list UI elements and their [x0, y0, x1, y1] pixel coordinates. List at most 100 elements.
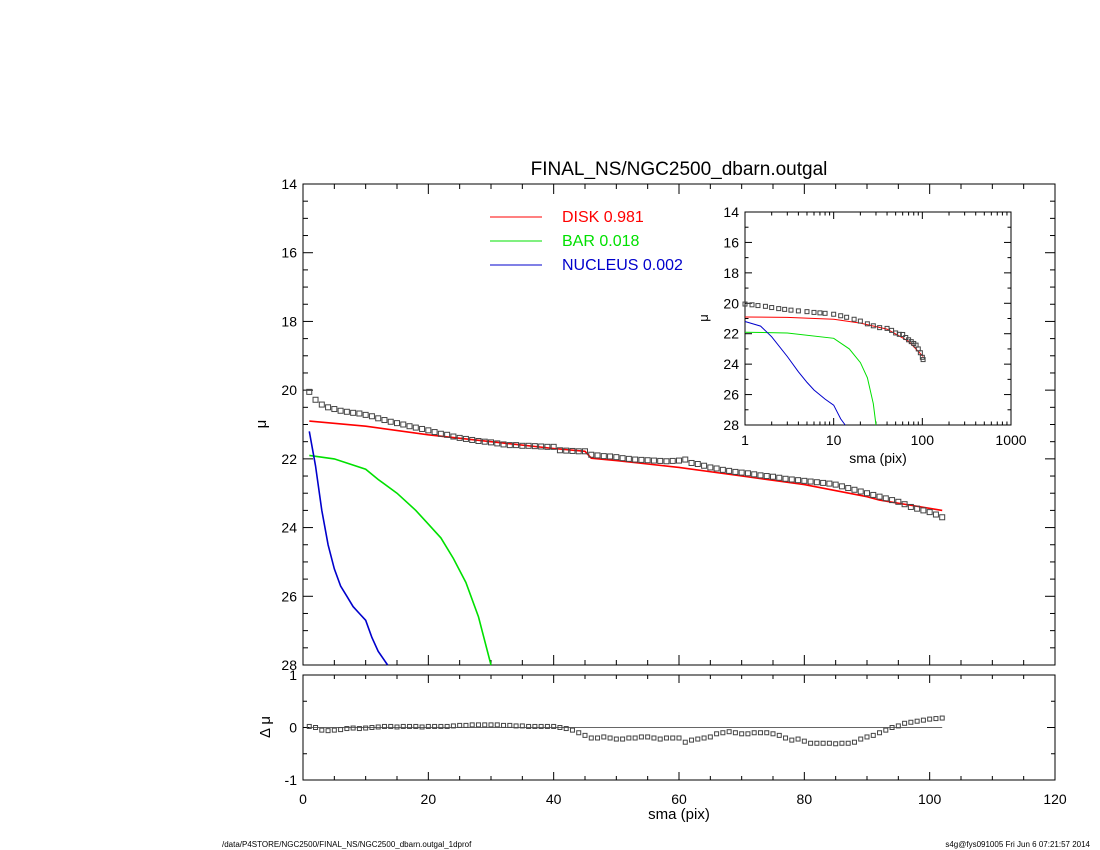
main-data-point	[544, 443, 551, 450]
residual-x-tick-label: 20	[421, 791, 437, 807]
main-data-point	[525, 442, 532, 449]
residual-residuals-point	[745, 731, 751, 737]
main-data-point	[801, 477, 808, 484]
main-data-point	[701, 462, 708, 469]
residual-residuals-point	[701, 735, 707, 741]
inset-data-point	[795, 308, 801, 314]
main-data-point	[400, 421, 407, 428]
main-data-point	[331, 406, 338, 413]
residual-y-tick-label: 1	[289, 667, 297, 683]
main-y-tick-label: 22	[281, 451, 297, 467]
main-data-point	[475, 437, 482, 444]
inset-y-tick-label: 14	[723, 204, 739, 220]
residual-residuals-point	[826, 740, 832, 746]
residual-x-tick-label: 0	[299, 791, 307, 807]
main-data-point	[889, 497, 896, 504]
inset-data-point	[838, 313, 844, 319]
main-data-point	[519, 442, 526, 449]
residual-series-layer	[306, 715, 945, 747]
legend-disk-label: DISK 0.981	[562, 209, 644, 226]
inset-y-tick-label: 18	[723, 265, 739, 281]
residual-residuals-point	[551, 723, 557, 729]
main-data-point	[776, 474, 783, 481]
inset-x-axis-label: sma (pix)	[849, 450, 907, 466]
residual-residuals-point	[607, 735, 613, 741]
main-data-point	[343, 408, 350, 415]
residual-residuals-point	[726, 729, 732, 735]
inset-data-point	[896, 331, 902, 337]
main-data-point	[751, 471, 758, 478]
legend: DISK 0.981 BAR 0.018 NUCLEUS 0.002	[490, 209, 683, 274]
residual-residuals-point	[851, 739, 857, 745]
residual-residuals-point	[538, 723, 544, 729]
inset-y-tick-label: 16	[723, 234, 739, 250]
main-data-point	[638, 456, 645, 463]
residual-residuals-point	[638, 734, 644, 740]
inset-data-point	[755, 303, 761, 309]
residual-x-axis-label: sma (pix)	[648, 806, 710, 823]
main-data-point	[625, 455, 632, 462]
residual-residuals-point	[482, 722, 488, 728]
main-data-point	[895, 498, 902, 505]
residual-residuals-point	[770, 731, 776, 737]
inset-y-tick-label: 20	[723, 295, 739, 311]
inset-data-point	[769, 305, 775, 311]
residual-residuals-point	[883, 727, 889, 733]
footer-file-path: /data/P4STORE/NGC2500/FINAL_NS/NGC2500_d…	[222, 840, 472, 849]
inset-data-point	[811, 309, 817, 315]
legend-nucleus-label: NUCLEUS 0.002	[562, 257, 683, 274]
residual-residuals-point	[776, 732, 782, 738]
main-data-point	[406, 423, 413, 430]
residual-residuals-point	[569, 727, 575, 733]
residual-residuals-point	[313, 725, 319, 730]
residual-residuals-point	[814, 740, 820, 746]
main-data-point	[356, 410, 363, 417]
main-y-tick-label: 18	[281, 313, 297, 329]
main-data-point	[362, 411, 369, 418]
main-data-point	[513, 442, 520, 449]
main-y-axis-label: μ	[253, 420, 270, 429]
residual-residuals-point	[494, 722, 500, 728]
main-data-point	[550, 443, 557, 450]
main-data-point	[914, 505, 921, 512]
main-data-point	[350, 409, 357, 416]
main-data-point	[425, 427, 432, 434]
main-data-point	[412, 424, 419, 431]
residual-residuals-point	[344, 726, 350, 732]
inset-data-point	[884, 325, 890, 331]
residual-x-tick-label: 80	[797, 791, 813, 807]
main-data-point	[838, 483, 845, 490]
residual-residuals-point	[939, 715, 945, 721]
residual-residuals-point	[682, 739, 688, 745]
main-data-point	[676, 457, 682, 464]
residual-residuals-point	[601, 734, 607, 740]
residual-panel: 0 20 40 60 80 100 120-101 Δ μ sma (pix)	[257, 667, 1067, 823]
main-data-point	[575, 448, 582, 455]
residual-residuals-point	[864, 734, 870, 740]
inset-y-tick-label: 22	[723, 326, 739, 342]
residual-residuals-point	[463, 722, 469, 728]
inset-data-point	[889, 327, 895, 333]
residual-residuals-point	[707, 734, 713, 740]
main-data-point	[368, 413, 375, 420]
residual-residuals-point	[801, 738, 807, 744]
main-data-point	[926, 509, 933, 516]
residual-x-tick-label: 60	[671, 791, 687, 807]
residual-residuals-point	[432, 723, 438, 729]
main-data-point	[726, 467, 733, 474]
main-data-point	[644, 457, 651, 464]
main-data-point	[600, 453, 607, 460]
residual-residuals-point	[325, 728, 331, 734]
residual-residuals-point	[576, 730, 582, 736]
main-data-point	[607, 453, 614, 460]
residual-residuals-point	[544, 723, 550, 729]
residual-residuals-point	[350, 725, 356, 731]
main-nucleus-line	[308, 431, 389, 666]
main-data-point	[381, 417, 388, 424]
main-data-point	[312, 396, 319, 403]
footer-timestamp: s4g@fys091005 Fri Jun 6 07:21:57 2014	[945, 840, 1090, 849]
main-data-point	[719, 466, 726, 473]
inset-plot-frame	[744, 211, 1012, 426]
main-data-point	[325, 404, 332, 411]
residual-residuals-point	[795, 736, 801, 742]
